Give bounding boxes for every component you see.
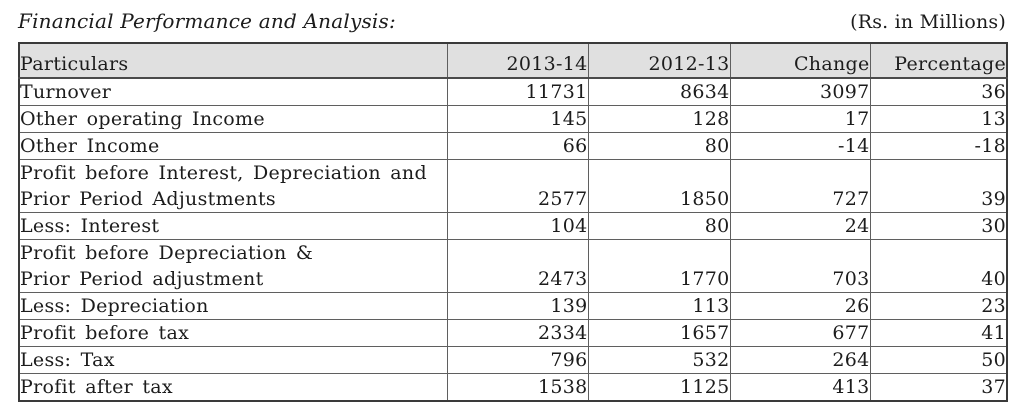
col-header-particulars: Particulars	[18, 42, 448, 79]
value-2012-13: 80	[587, 132, 731, 160]
value-2013-14: 2334	[446, 319, 589, 347]
row-label: Profit before Interest, Depreciation and…	[18, 159, 448, 213]
header-row: Particulars 2013-14 2012-13 Change Perce…	[18, 42, 1008, 79]
value-percentage: 40	[869, 239, 1008, 293]
value-2012-13: 128	[587, 105, 731, 133]
value-2013-14: 2473	[446, 239, 589, 293]
table-row-less-depreciation: Less: Depreciation 139 113 26 23	[18, 292, 1008, 320]
row-label: Other Income	[18, 132, 448, 160]
value-percentage: 13	[869, 105, 1008, 133]
value-percentage: 23	[869, 292, 1008, 320]
value-2012-13: 1770	[587, 239, 731, 293]
row-label: Other operating Income	[18, 105, 448, 133]
value-2013-14: 145	[446, 105, 589, 133]
col-header-2013-14: 2013-14	[446, 42, 589, 79]
table-row-less-interest: Less: Interest 104 80 24 30	[18, 212, 1008, 240]
table-body: Turnover 11731 8634 3097 36 Other operat…	[18, 77, 1008, 402]
table-row-profit-before-tax: Profit before tax 2334 1657 677 41	[18, 319, 1008, 347]
value-2012-13: 532	[587, 346, 731, 374]
value-2013-14: 139	[446, 292, 589, 320]
table-row-other-operating-income: Other operating Income 145 128 17 13	[18, 105, 1008, 133]
value-percentage: -18	[869, 132, 1008, 160]
value-2013-14: 1538	[446, 373, 589, 402]
value-2013-14: 2577	[446, 159, 589, 213]
table-row-other-income: Other Income 66 80 -14 -18	[18, 132, 1008, 160]
row-label: Less: Depreciation	[18, 292, 448, 320]
table-row-profit-before-depreciation: Profit before Depreciation & Prior Perio…	[18, 239, 1008, 293]
value-change: 727	[729, 159, 871, 213]
value-percentage: 39	[869, 159, 1008, 213]
units-note: (Rs. in Millions)	[850, 11, 1006, 33]
page-title: Financial Performance and Analysis:	[18, 9, 396, 33]
value-2013-14: 11731	[446, 77, 589, 106]
row-label: Profit after tax	[18, 373, 448, 402]
value-change: 703	[729, 239, 871, 293]
value-2012-13: 8634	[587, 77, 731, 106]
value-change: 17	[729, 105, 871, 133]
value-change: 26	[729, 292, 871, 320]
value-change: -14	[729, 132, 871, 160]
value-change: 3097	[729, 77, 871, 106]
value-2012-13: 1850	[587, 159, 731, 213]
value-2012-13: 1657	[587, 319, 731, 347]
row-label: Less: Tax	[18, 346, 448, 374]
col-header-change: Change	[729, 42, 871, 79]
value-percentage: 30	[869, 212, 1008, 240]
table-header: Particulars 2013-14 2012-13 Change Perce…	[18, 42, 1008, 79]
row-label: Less: Interest	[18, 212, 448, 240]
value-percentage: 50	[869, 346, 1008, 374]
value-2012-13: 80	[587, 212, 731, 240]
table-row-less-tax: Less: Tax 796 532 264 50	[18, 346, 1008, 374]
title-bar: Financial Performance and Analysis: (Rs.…	[18, 8, 1006, 35]
table-row-profit-after-tax: Profit after tax 1538 1125 413 37	[18, 373, 1008, 402]
col-header-percentage: Percentage	[869, 42, 1008, 79]
value-percentage: 41	[869, 319, 1008, 347]
table-row-turnover: Turnover 11731 8634 3097 36	[18, 77, 1008, 106]
value-2013-14: 66	[446, 132, 589, 160]
row-label: Profit before tax	[18, 319, 448, 347]
row-label: Turnover	[18, 77, 448, 106]
table-row-profit-before-interest-depreciation: Profit before Interest, Depreciation and…	[18, 159, 1008, 213]
value-percentage: 36	[869, 77, 1008, 106]
value-2012-13: 113	[587, 292, 731, 320]
value-change: 24	[729, 212, 871, 240]
value-2013-14: 104	[446, 212, 589, 240]
value-2013-14: 796	[446, 346, 589, 374]
value-change: 413	[729, 373, 871, 402]
financial-performance-table: Particulars 2013-14 2012-13 Change Perce…	[18, 42, 1008, 402]
value-2012-13: 1125	[587, 373, 731, 402]
value-change: 264	[729, 346, 871, 374]
value-change: 677	[729, 319, 871, 347]
value-percentage: 37	[869, 373, 1008, 402]
row-label: Profit before Depreciation & Prior Perio…	[18, 239, 448, 293]
col-header-2012-13: 2012-13	[587, 42, 731, 79]
